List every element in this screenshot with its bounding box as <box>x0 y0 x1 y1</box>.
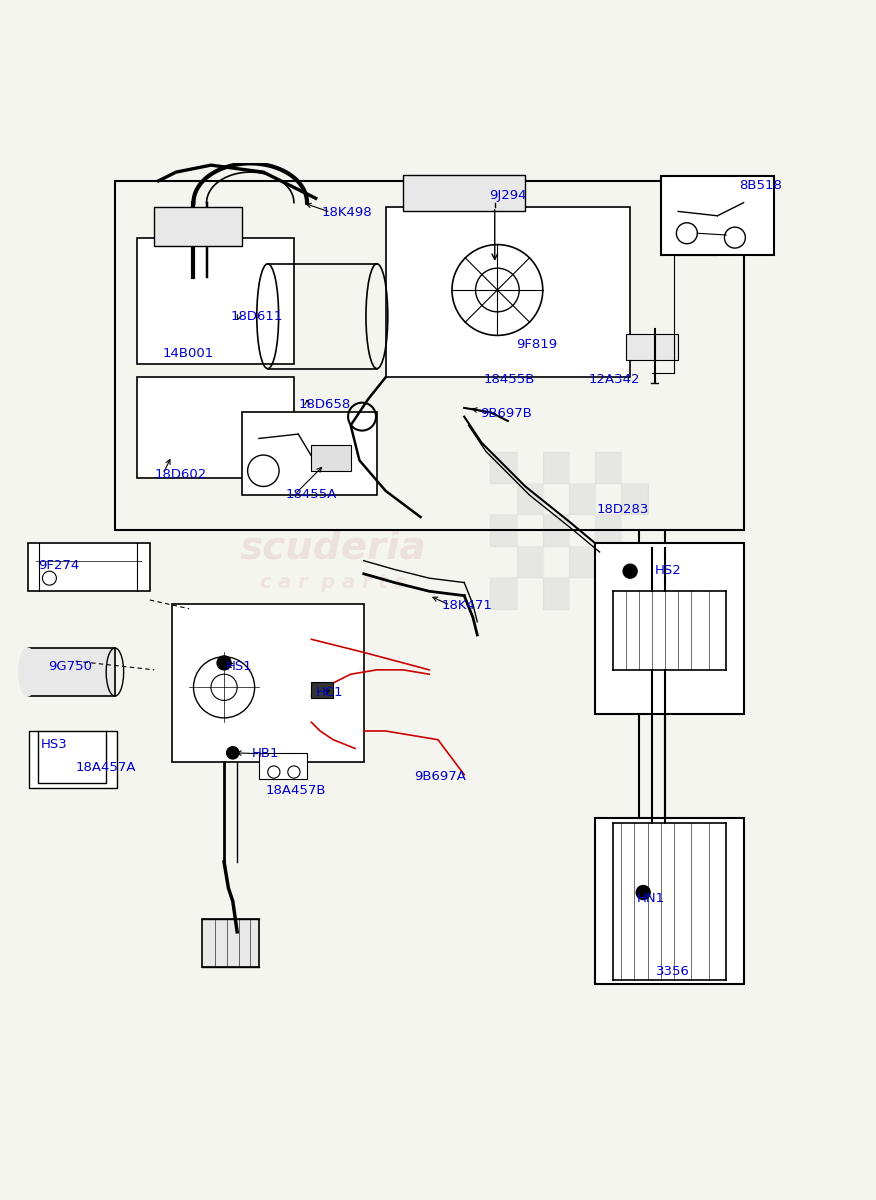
Bar <box>491 451 517 482</box>
Bar <box>517 515 543 546</box>
FancyBboxPatch shape <box>154 208 242 246</box>
Text: 3356: 3356 <box>656 965 690 978</box>
FancyBboxPatch shape <box>137 377 294 478</box>
Text: HB1: HB1 <box>252 748 279 760</box>
Bar <box>491 515 517 546</box>
Text: 9J294: 9J294 <box>489 190 526 202</box>
FancyBboxPatch shape <box>595 818 744 984</box>
Text: 12A342: 12A342 <box>588 373 639 386</box>
Text: 14B001: 14B001 <box>163 347 215 360</box>
Text: 18455B: 18455B <box>484 373 534 386</box>
FancyBboxPatch shape <box>311 444 350 470</box>
Text: 9B697A: 9B697A <box>414 770 466 782</box>
Bar <box>595 577 621 608</box>
Bar <box>569 451 595 482</box>
Bar <box>517 546 543 577</box>
Text: 18D283: 18D283 <box>597 503 649 516</box>
Text: 9B697B: 9B697B <box>480 407 532 420</box>
Text: c a r  p a r t s: c a r p a r t s <box>260 574 406 592</box>
Bar <box>569 482 595 515</box>
FancyBboxPatch shape <box>172 605 364 762</box>
Text: 9F274: 9F274 <box>38 558 80 571</box>
FancyBboxPatch shape <box>661 176 774 256</box>
Bar <box>543 451 569 482</box>
FancyBboxPatch shape <box>137 238 294 365</box>
FancyBboxPatch shape <box>202 919 259 967</box>
Bar <box>621 482 647 515</box>
Bar <box>517 482 543 515</box>
Bar <box>543 546 569 577</box>
FancyBboxPatch shape <box>27 544 150 592</box>
Text: 18A457B: 18A457B <box>265 784 326 797</box>
Bar <box>595 546 621 577</box>
Text: HC1: HC1 <box>315 686 343 700</box>
Circle shape <box>217 656 231 670</box>
Bar <box>569 546 595 577</box>
Text: 8B518: 8B518 <box>739 179 782 192</box>
Bar <box>621 577 647 608</box>
Bar <box>621 515 647 546</box>
Bar <box>517 577 543 608</box>
Text: 18D602: 18D602 <box>154 468 207 481</box>
FancyBboxPatch shape <box>29 731 117 787</box>
Bar <box>491 482 517 515</box>
Text: HN1: HN1 <box>637 892 665 905</box>
Text: scuderia: scuderia <box>240 529 427 566</box>
Bar <box>595 451 621 482</box>
Circle shape <box>636 886 650 900</box>
Bar <box>543 577 569 608</box>
Bar <box>517 451 543 482</box>
FancyBboxPatch shape <box>242 413 377 496</box>
Circle shape <box>623 564 637 578</box>
Bar <box>543 515 569 546</box>
Bar <box>595 482 621 515</box>
Bar <box>543 482 569 515</box>
Text: 9G750: 9G750 <box>47 660 92 673</box>
Text: 18D611: 18D611 <box>230 310 283 323</box>
Bar <box>569 515 595 546</box>
FancyBboxPatch shape <box>27 648 115 696</box>
Text: 9F819: 9F819 <box>517 337 558 350</box>
Bar <box>595 515 621 546</box>
Bar <box>491 546 517 577</box>
Text: HS3: HS3 <box>40 738 67 751</box>
Text: 18A457A: 18A457A <box>75 761 136 774</box>
FancyBboxPatch shape <box>595 544 744 714</box>
Bar <box>621 451 647 482</box>
FancyBboxPatch shape <box>625 334 678 360</box>
FancyBboxPatch shape <box>385 208 630 377</box>
Text: 18D658: 18D658 <box>299 398 350 410</box>
FancyBboxPatch shape <box>311 682 333 698</box>
Text: 18K498: 18K498 <box>321 205 372 218</box>
Text: HS1: HS1 <box>226 660 252 673</box>
Circle shape <box>227 746 239 758</box>
Text: 18455A: 18455A <box>286 488 337 500</box>
FancyBboxPatch shape <box>259 752 307 779</box>
Bar <box>621 546 647 577</box>
Bar <box>491 577 517 608</box>
Bar <box>569 577 595 608</box>
Text: 18K471: 18K471 <box>442 599 492 612</box>
Text: HS2: HS2 <box>654 564 682 577</box>
Ellipse shape <box>19 648 36 696</box>
FancyBboxPatch shape <box>403 175 526 211</box>
